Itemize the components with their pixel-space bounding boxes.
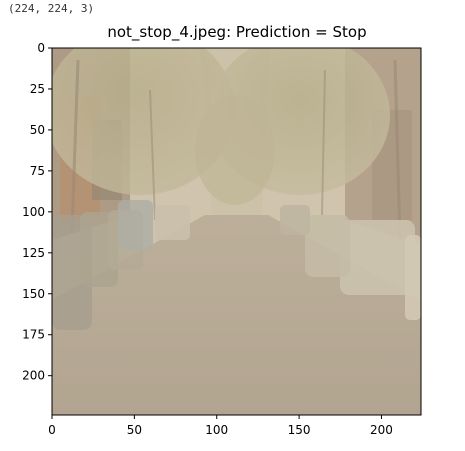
y-tick-label: 200 (22, 369, 45, 383)
x-axis: 0 50 100 150 200 (48, 415, 393, 437)
y-tick-label: 0 (37, 41, 45, 55)
x-tick-label: 0 (48, 423, 56, 437)
x-tick-label: 200 (370, 423, 393, 437)
y-tick-label: 50 (30, 123, 45, 137)
y-tick-label: 125 (22, 246, 45, 260)
y-tick-label: 75 (30, 164, 45, 178)
x-tick-label: 150 (288, 423, 311, 437)
x-tick-label: 100 (205, 423, 228, 437)
street-photo (45, 25, 421, 415)
y-tick-label: 150 (22, 287, 45, 301)
y-tick-label: 100 (22, 205, 45, 219)
x-tick-label: 50 (127, 423, 142, 437)
y-tick-label: 175 (22, 328, 45, 342)
y-tick-label: 25 (30, 82, 45, 96)
y-axis: 0 25 50 75 100 125 150 175 200 (22, 41, 52, 383)
